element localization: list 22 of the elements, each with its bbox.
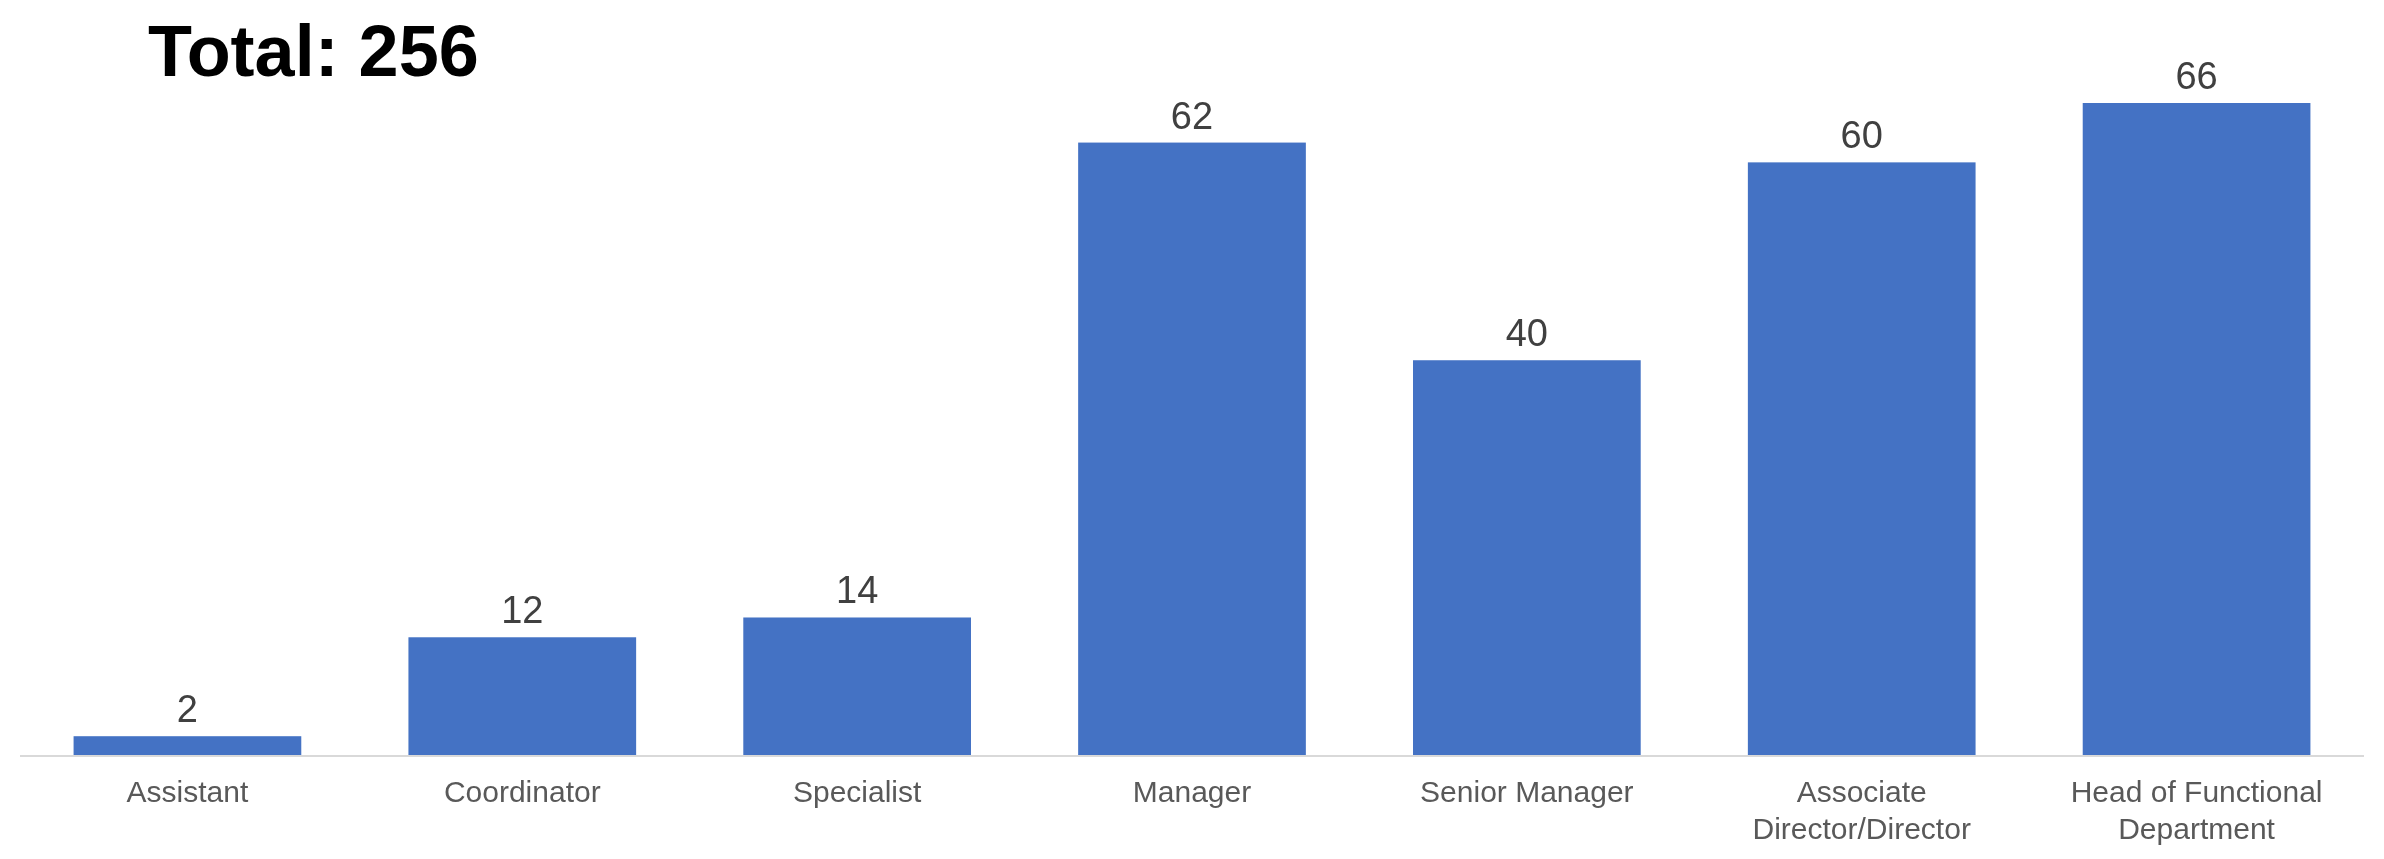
data-label: 62 [1170,94,1214,137]
data-label: 12 [501,589,544,632]
x-tick-label: Senior Manager [1420,775,1634,808]
data-label: 14 [836,569,879,612]
bar [1413,360,1641,756]
chart-title: Total: 256 [148,11,479,91]
bar [73,736,302,756]
x-tick-label: Specialist [792,775,922,808]
bar [743,617,971,756]
x-tick-label: Coordinator [443,775,601,808]
bar [408,637,637,756]
x-tick-label: Assistant [126,775,249,808]
data-label: 40 [1505,312,1548,355]
data-label: 2 [176,688,198,731]
x-tick-label: Associate Director/Director [1752,775,1971,845]
data-label: 66 [2175,55,2218,97]
x-tick-label: Head of Functional Department [2070,775,2323,845]
bar [1078,142,1306,756]
x-tick-label: Manager [1132,775,1252,808]
bar [2082,103,2311,756]
data-label: 60 [1840,114,1883,157]
bar [1747,162,1976,756]
